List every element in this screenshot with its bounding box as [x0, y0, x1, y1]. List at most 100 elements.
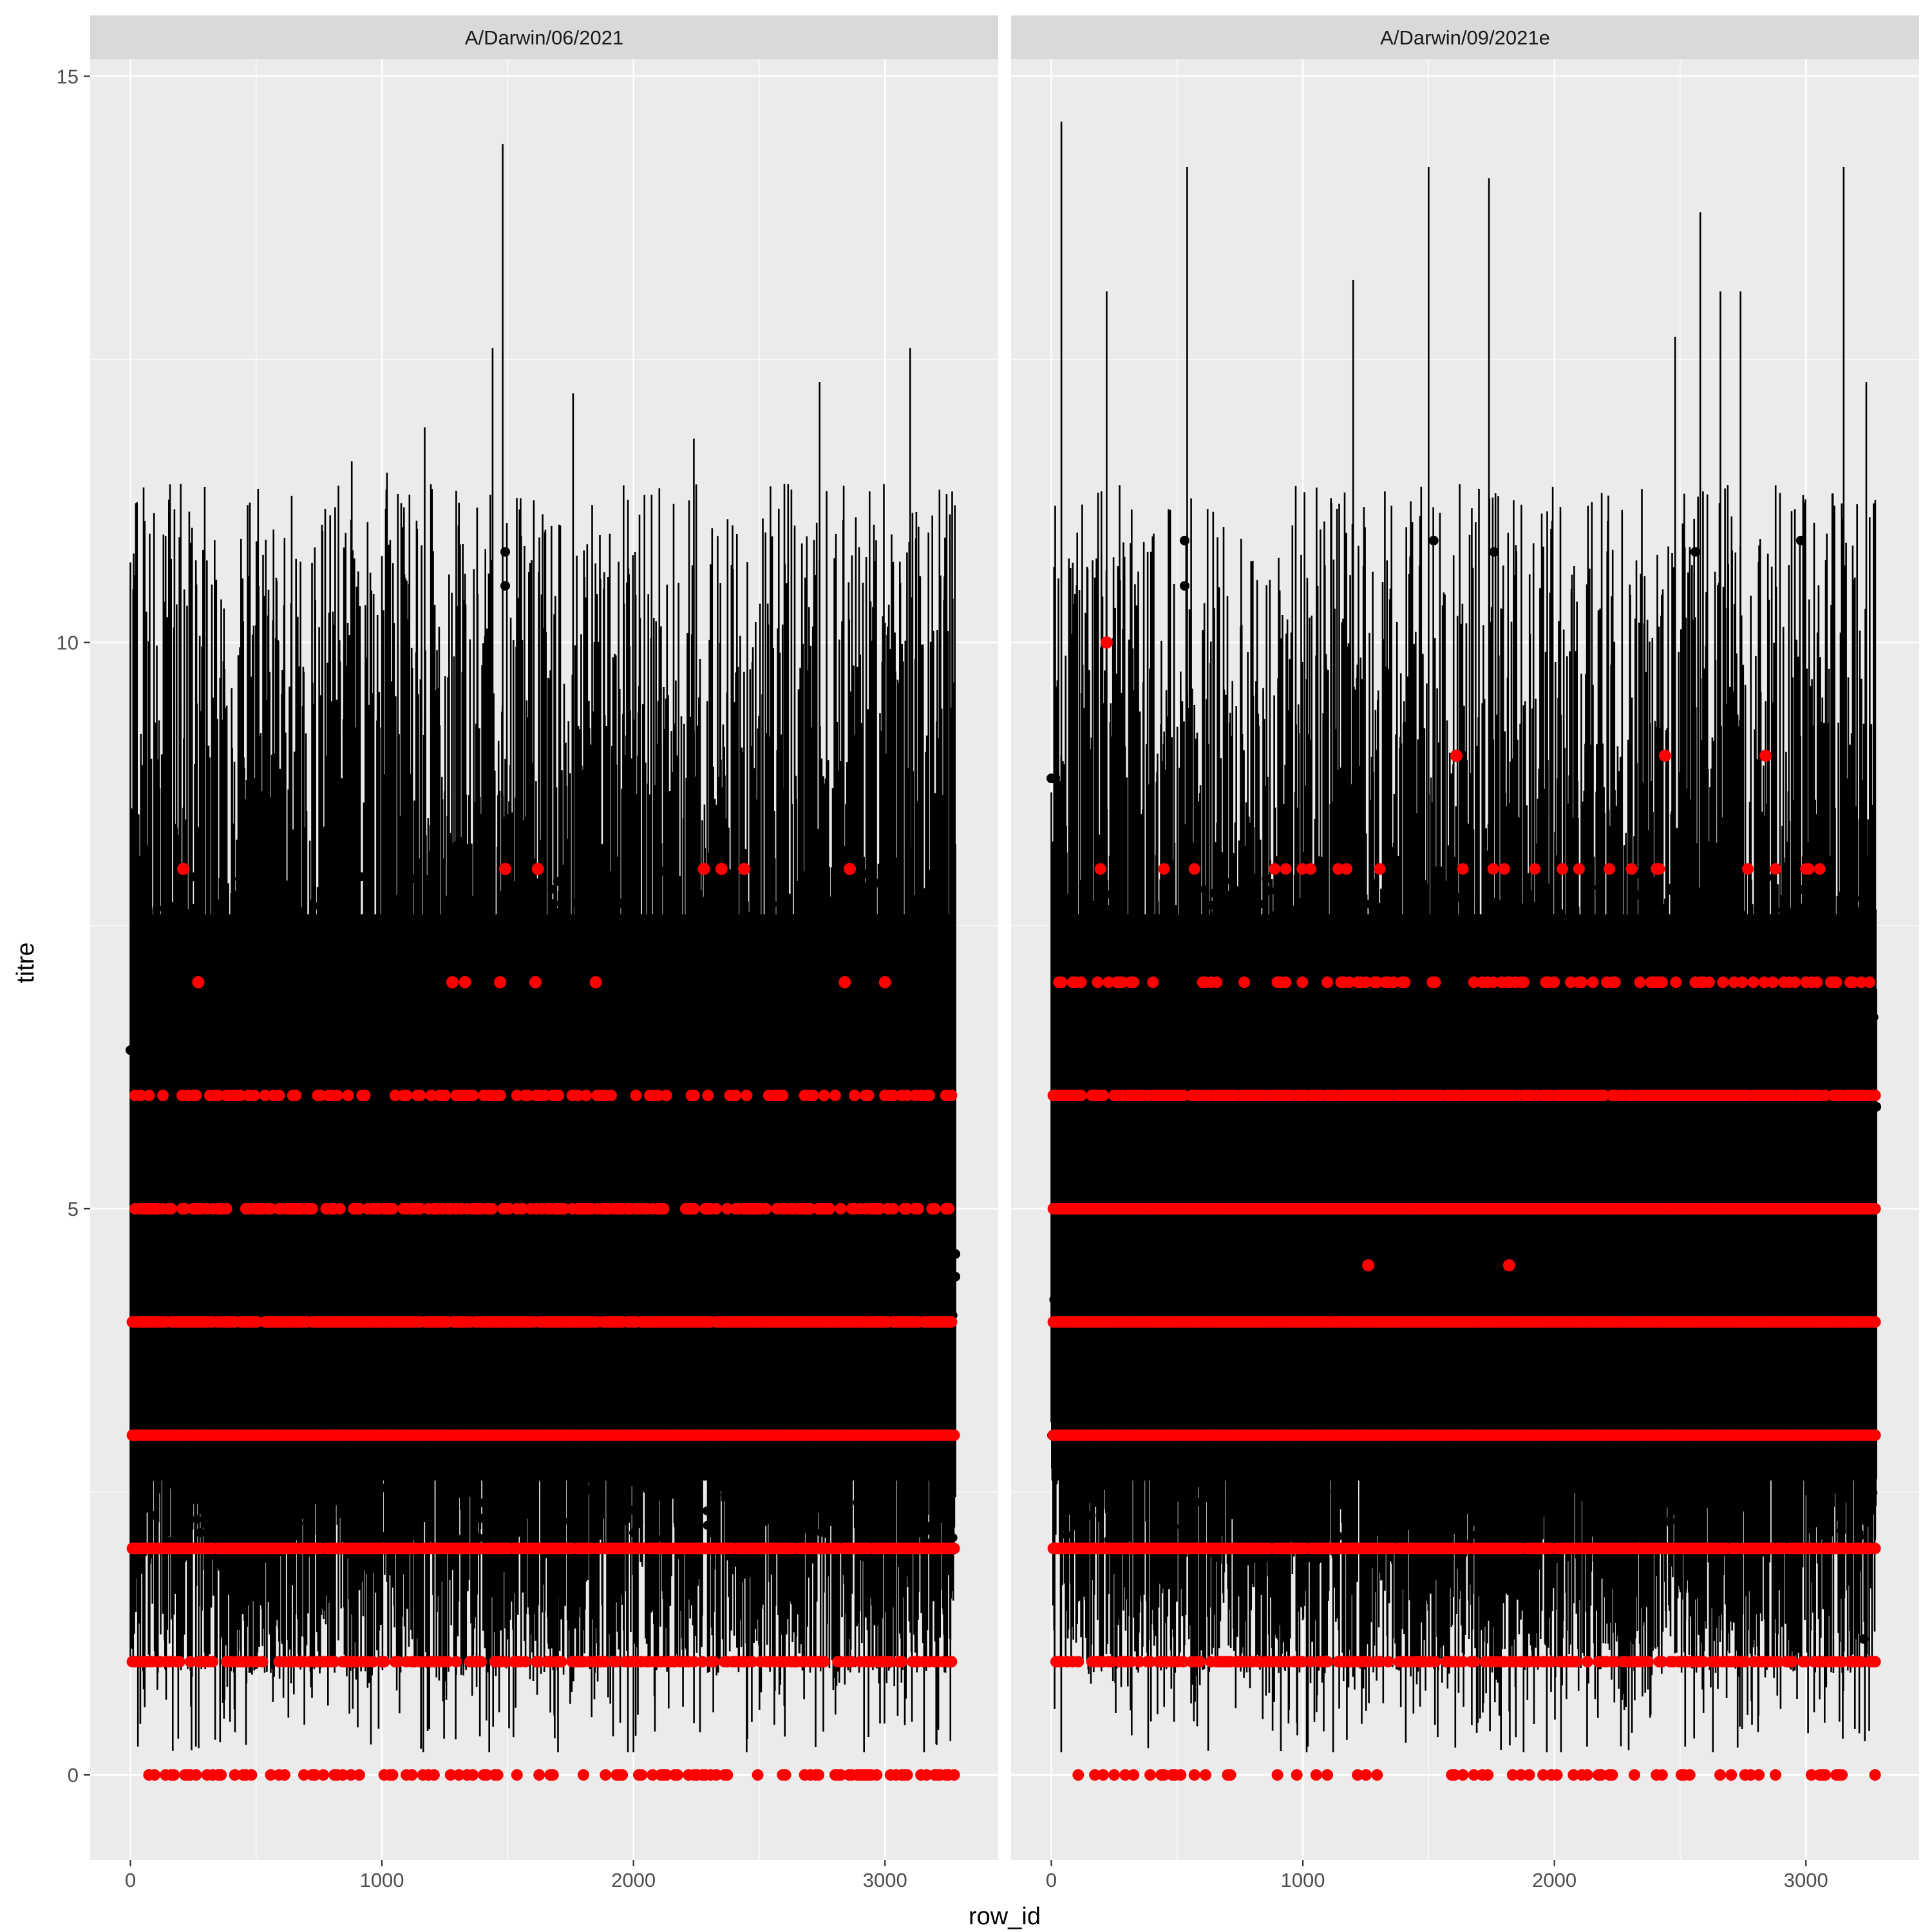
- red-point: [1811, 976, 1823, 989]
- black-point: [853, 1498, 862, 1508]
- black-point: [1150, 1070, 1159, 1080]
- black-point: [859, 1359, 869, 1369]
- black-point: [386, 1372, 395, 1381]
- black-point: [173, 1032, 182, 1041]
- red-point: [1565, 976, 1577, 989]
- black-point: [450, 1477, 459, 1487]
- black-point: [411, 953, 420, 963]
- red-point: [143, 1090, 155, 1101]
- red-point: [529, 976, 542, 989]
- black-point: [781, 1513, 791, 1522]
- black-point: [244, 1451, 254, 1461]
- red-point: [1296, 976, 1309, 989]
- red-point: [672, 1769, 683, 1781]
- black-point: [518, 1014, 527, 1024]
- red-point: [1271, 1769, 1283, 1781]
- red-point: [1864, 976, 1876, 989]
- red-point: [331, 1090, 343, 1101]
- black-point: [1548, 1531, 1558, 1541]
- black-point: [442, 1457, 451, 1467]
- black-point: [189, 1146, 199, 1156]
- red-point: [245, 1769, 258, 1781]
- red-point: [306, 1202, 318, 1215]
- black-point: [1062, 1303, 1072, 1312]
- black-point: [413, 1294, 422, 1304]
- black-point: [1415, 1193, 1425, 1202]
- black-point: [1136, 1389, 1146, 1399]
- red-point: [1448, 1769, 1461, 1781]
- black-point: [1170, 1358, 1179, 1368]
- black-point: [709, 1372, 719, 1381]
- black-point: [421, 1450, 430, 1460]
- black-point: [1296, 1385, 1306, 1395]
- black-point: [336, 1012, 345, 1022]
- black-point: [605, 1383, 614, 1393]
- black-point: [768, 1273, 778, 1283]
- red-point: [1659, 749, 1672, 762]
- black-point: [432, 1180, 442, 1189]
- black-point: [294, 1519, 303, 1528]
- black-point: [398, 1336, 408, 1345]
- black-point: [855, 1446, 865, 1455]
- black-point: [1704, 922, 1714, 932]
- black-point: [1200, 1395, 1209, 1405]
- black-point: [1135, 1347, 1145, 1357]
- red-point: [1642, 1656, 1654, 1668]
- black-point: [1850, 1454, 1859, 1463]
- red-point: [1656, 976, 1668, 989]
- black-point: [227, 1024, 237, 1034]
- black-point: [1668, 882, 1678, 892]
- black-point: [911, 1103, 921, 1113]
- red-point: [1855, 976, 1868, 989]
- black-point: [1216, 1033, 1226, 1042]
- black-point: [781, 1108, 791, 1117]
- black-point: [858, 869, 868, 878]
- black-point: [453, 1367, 463, 1376]
- red-point: [531, 862, 544, 875]
- black-point: [195, 1528, 205, 1537]
- x-tick-label: 0: [1046, 1869, 1057, 1891]
- black-point: [600, 1056, 610, 1066]
- black-point: [757, 1509, 766, 1519]
- red-point: [1742, 863, 1754, 875]
- black-point: [1729, 1335, 1739, 1345]
- black-point: [1557, 1110, 1567, 1119]
- red-point: [519, 1656, 531, 1668]
- black-point: [390, 1192, 400, 1202]
- black-point: [251, 1349, 260, 1359]
- red-point: [428, 1769, 440, 1781]
- black-point: [1754, 1513, 1763, 1522]
- red-point: [1321, 976, 1333, 989]
- y-tick-label: 15: [57, 65, 79, 88]
- black-point: [567, 1127, 577, 1137]
- red-point: [480, 1769, 493, 1781]
- black-point: [806, 1455, 816, 1464]
- black-point: [755, 1178, 764, 1188]
- black-point: [651, 1533, 661, 1543]
- black-point: [1652, 1065, 1662, 1075]
- red-point: [149, 1769, 160, 1781]
- black-point: [1567, 944, 1577, 954]
- black-point: [1690, 1137, 1700, 1147]
- black-point: [1513, 1506, 1522, 1516]
- black-point: [1259, 1477, 1269, 1486]
- black-point: [1086, 1482, 1096, 1492]
- black-point: [1443, 1350, 1453, 1359]
- black-point: [1814, 874, 1824, 884]
- black-point: [1296, 1127, 1305, 1137]
- red-point: [1305, 863, 1317, 875]
- red-point: [901, 1090, 913, 1101]
- black-point: [391, 1066, 401, 1076]
- black-point: [475, 1254, 484, 1264]
- black-point: [1135, 1416, 1144, 1426]
- black-point: [835, 1338, 845, 1347]
- black-point: [1553, 920, 1563, 930]
- red-point: [1803, 863, 1815, 875]
- black-point: [369, 1212, 379, 1222]
- black-point: [1351, 1111, 1361, 1120]
- black-point: [1271, 1474, 1281, 1484]
- x-tick-label: 2000: [611, 1869, 656, 1891]
- black-point: [187, 1213, 197, 1223]
- black-point: [1687, 1077, 1696, 1087]
- black-point: [603, 1139, 613, 1149]
